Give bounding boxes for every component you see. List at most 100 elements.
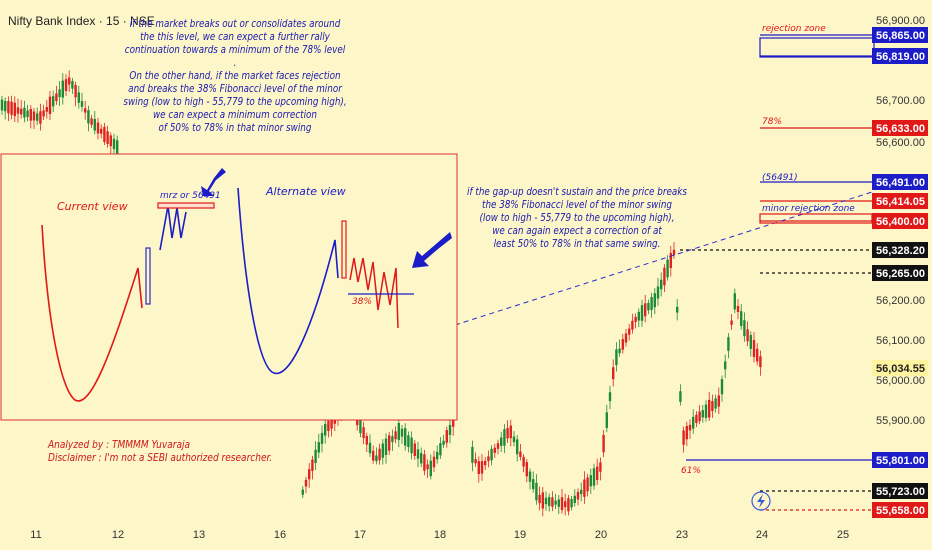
fib-38-label: 38% <box>352 297 372 307</box>
candle-body <box>29 109 32 121</box>
candle-body <box>378 448 381 461</box>
candle-body <box>317 442 320 453</box>
candle-body <box>429 460 432 477</box>
candle-body <box>522 456 525 467</box>
candle-body <box>36 113 39 121</box>
candle-body <box>484 460 487 466</box>
candle-body <box>621 339 624 350</box>
symbol-title[interactable]: Nifty Bank Index · 15 · NSE <box>8 14 155 28</box>
date-tick-label: 16 <box>274 529 286 541</box>
candle-body <box>362 427 365 439</box>
candle-body <box>445 430 448 443</box>
candle-body <box>311 459 314 471</box>
candle-body <box>506 427 509 439</box>
candle-body <box>320 432 324 444</box>
candle-body <box>432 456 436 468</box>
candle-body <box>736 306 740 312</box>
candle-body <box>752 340 756 358</box>
candle-body <box>0 99 4 111</box>
candle-body <box>413 443 416 457</box>
candle-body <box>324 423 327 436</box>
candle-body <box>32 111 36 121</box>
price-tick-label: 56,200.00 <box>876 295 925 307</box>
candle-body <box>743 320 746 337</box>
price-label-text: 56,034.55 <box>876 363 925 375</box>
price-label-box <box>872 174 928 190</box>
candle-body <box>733 293 736 310</box>
candle-body <box>116 140 119 155</box>
price-label-box <box>872 120 928 136</box>
note-top: If the market breaks out or consolidates… <box>103 17 367 134</box>
candle-body <box>420 453 423 464</box>
candle-body <box>394 431 397 440</box>
candle-body <box>388 435 391 451</box>
candle-body <box>509 425 512 439</box>
candle-body <box>615 349 618 366</box>
candle-body <box>564 501 567 508</box>
candle-body <box>448 424 452 436</box>
candle-body <box>711 401 714 412</box>
price-label-box <box>872 502 928 518</box>
date-tick-label: 17 <box>354 529 366 541</box>
note-top-line: swing (low to high - 55,779 to the upcom… <box>123 95 347 108</box>
candle-body <box>676 306 679 313</box>
candle-body <box>612 367 615 380</box>
date-tick-label: 12 <box>112 529 124 541</box>
date-tick-label: 13 <box>193 529 205 541</box>
price-tick-label: 56,900.00 <box>876 15 925 27</box>
price-label-box <box>872 360 928 376</box>
candle-body <box>416 449 420 459</box>
price-axis: 56,900.00 56,700.00 56,600.00 56,200.00 56,1… <box>872 15 928 518</box>
candle-body <box>682 430 685 445</box>
candle-body <box>512 436 516 443</box>
arrow-mrz <box>201 168 226 196</box>
candle-body <box>423 454 426 471</box>
date-tick-label: 11 <box>30 529 41 541</box>
candle-body <box>544 497 548 505</box>
candle-body <box>647 302 650 311</box>
level-78-label: 78% <box>762 117 782 127</box>
candle-body <box>583 479 586 497</box>
candle-body <box>756 348 759 362</box>
current-view-curve <box>41 224 143 402</box>
date-tick-label: 25 <box>837 529 849 541</box>
candle-body <box>560 497 564 511</box>
lightning-icon[interactable] <box>751 491 771 511</box>
candle-body <box>554 500 557 505</box>
price-label-text: 55,658.00 <box>876 505 925 517</box>
candle-body <box>640 305 644 321</box>
candle-body <box>471 446 474 463</box>
candle-body <box>20 108 23 115</box>
price-tick-label: 55,900.00 <box>876 415 925 427</box>
candle-body <box>708 399 711 418</box>
author-note-line: Analyzed by : TMMMM Yuvaraja <box>48 438 191 451</box>
candle-body <box>580 489 583 495</box>
candle-body <box>695 414 698 423</box>
candle-body <box>596 466 599 480</box>
rejection-zone-box <box>759 37 875 58</box>
candle-body <box>660 279 663 290</box>
candle-body <box>490 448 493 461</box>
price-label-box <box>872 27 928 43</box>
level-lines <box>680 34 872 511</box>
candle-body <box>685 425 688 440</box>
candlestick-series <box>0 70 762 517</box>
candle-body <box>628 328 631 335</box>
price-label-text: 56,819.00 <box>876 51 925 63</box>
mrz-zone <box>157 202 215 209</box>
candle-body <box>704 404 708 418</box>
candle-body <box>87 110 90 124</box>
alternate-view-label: Alternate view <box>265 185 346 198</box>
candle-body <box>23 107 26 118</box>
candle-body <box>557 499 560 507</box>
candle-body <box>39 111 42 124</box>
candle-body <box>314 449 317 463</box>
candle-body <box>368 442 372 454</box>
date-tick-label: 24 <box>756 529 768 541</box>
note-middle-line: least 50% to 78% in that same swing. <box>493 237 661 250</box>
candle-body <box>624 333 628 343</box>
candle-body <box>327 420 330 432</box>
candle-body <box>637 311 640 321</box>
candle-body <box>698 411 701 422</box>
